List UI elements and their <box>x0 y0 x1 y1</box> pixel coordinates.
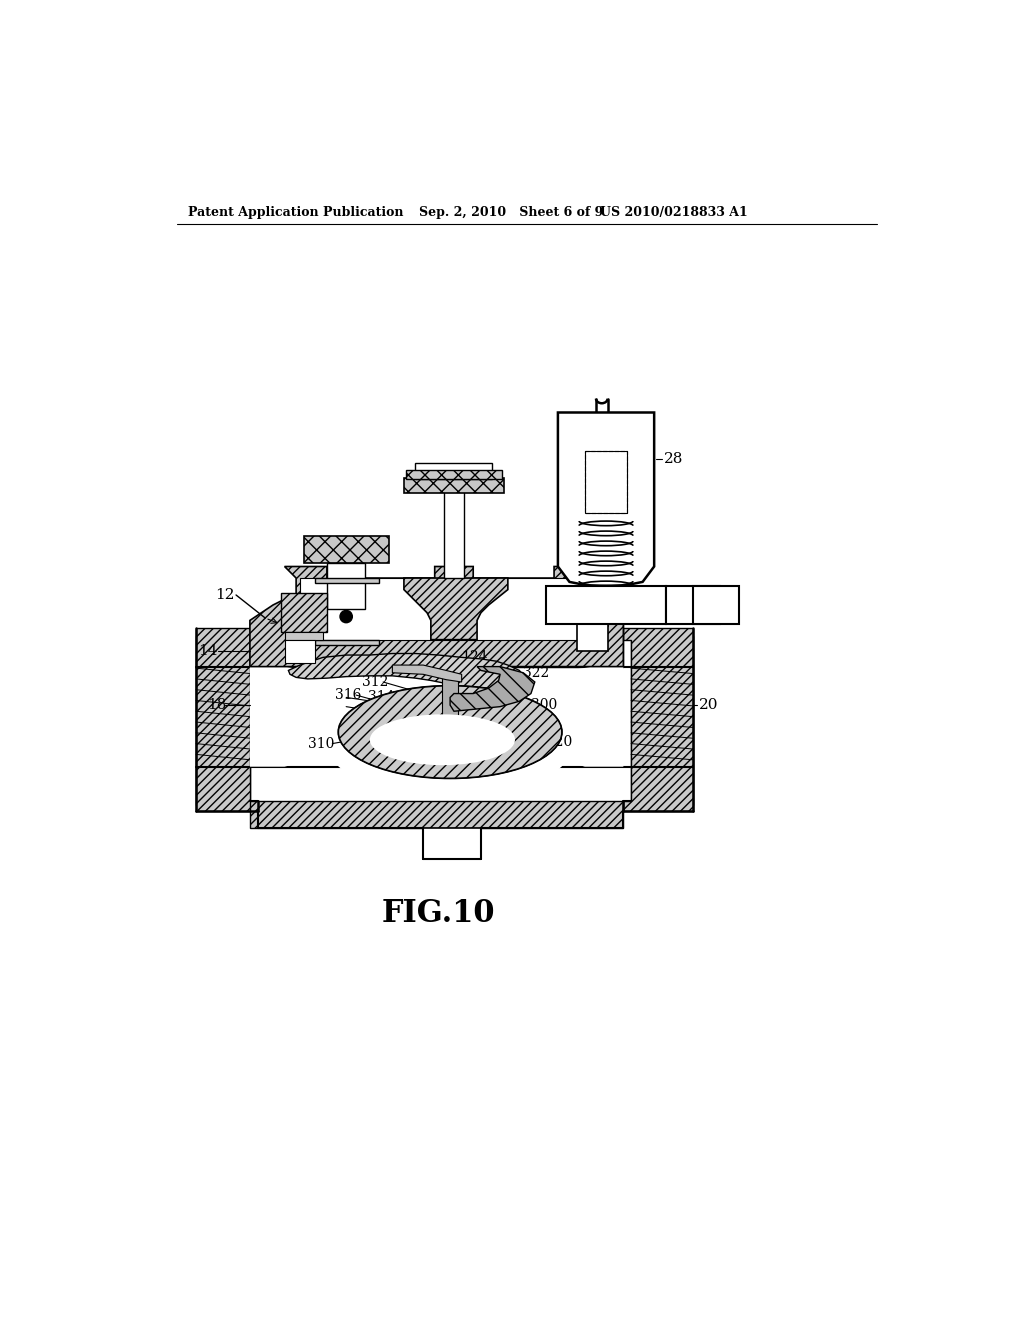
Bar <box>327 562 366 609</box>
Text: 12: 12 <box>215 587 234 602</box>
Text: 14: 14 <box>199 644 218 659</box>
Polygon shape <box>558 412 654 586</box>
Polygon shape <box>250 667 346 767</box>
Text: 318: 318 <box>477 705 504 718</box>
Polygon shape <box>631 636 692 805</box>
Text: 316: 316 <box>335 688 361 702</box>
Ellipse shape <box>327 689 573 797</box>
Bar <box>196 667 250 767</box>
Polygon shape <box>315 640 379 645</box>
Polygon shape <box>423 829 481 859</box>
Polygon shape <box>531 667 624 767</box>
Polygon shape <box>315 578 379 583</box>
Polygon shape <box>442 675 458 743</box>
Polygon shape <box>392 665 462 682</box>
Text: 320: 320 <box>547 735 572 748</box>
Text: 122: 122 <box>412 752 438 766</box>
Text: 20: 20 <box>698 698 718 711</box>
Bar <box>547 586 666 624</box>
Ellipse shape <box>339 686 562 779</box>
Bar <box>403 478 504 494</box>
Text: 28: 28 <box>665 451 684 466</box>
Text: US 2010/0218833 A1: US 2010/0218833 A1 <box>600 206 748 219</box>
Text: Sep. 2, 2010   Sheet 6 of 9: Sep. 2, 2010 Sheet 6 of 9 <box>419 206 603 219</box>
Text: 18: 18 <box>208 698 227 711</box>
Circle shape <box>340 610 352 623</box>
Text: Patent Application Publication: Patent Application Publication <box>188 206 403 219</box>
Bar <box>281 594 327 632</box>
Bar <box>692 586 739 624</box>
Bar <box>444 490 464 578</box>
Bar <box>416 462 493 479</box>
Ellipse shape <box>370 714 515 766</box>
Bar <box>631 667 692 767</box>
Bar <box>407 470 502 479</box>
Polygon shape <box>451 667 535 711</box>
Ellipse shape <box>339 686 562 779</box>
Polygon shape <box>196 636 250 805</box>
Polygon shape <box>196 628 258 812</box>
Polygon shape <box>250 620 624 667</box>
Text: 312: 312 <box>361 675 388 689</box>
Polygon shape <box>300 578 585 640</box>
Bar <box>285 640 315 663</box>
Text: 322: 322 <box>523 665 550 680</box>
Text: FIG.10: FIG.10 <box>382 898 496 928</box>
Polygon shape <box>624 628 692 812</box>
Text: 16: 16 <box>330 544 349 558</box>
Polygon shape <box>250 566 624 667</box>
Polygon shape <box>250 801 624 829</box>
Text: 310: 310 <box>307 737 334 751</box>
Text: 300: 300 <box>531 698 557 711</box>
Polygon shape <box>578 624 608 651</box>
Bar <box>304 536 388 562</box>
Bar <box>585 451 628 512</box>
Bar <box>666 586 720 624</box>
Text: 314: 314 <box>368 690 394 705</box>
Polygon shape <box>403 578 508 640</box>
Bar <box>585 451 628 512</box>
Bar <box>285 632 323 640</box>
Polygon shape <box>289 653 523 688</box>
Text: 124: 124 <box>462 649 488 664</box>
